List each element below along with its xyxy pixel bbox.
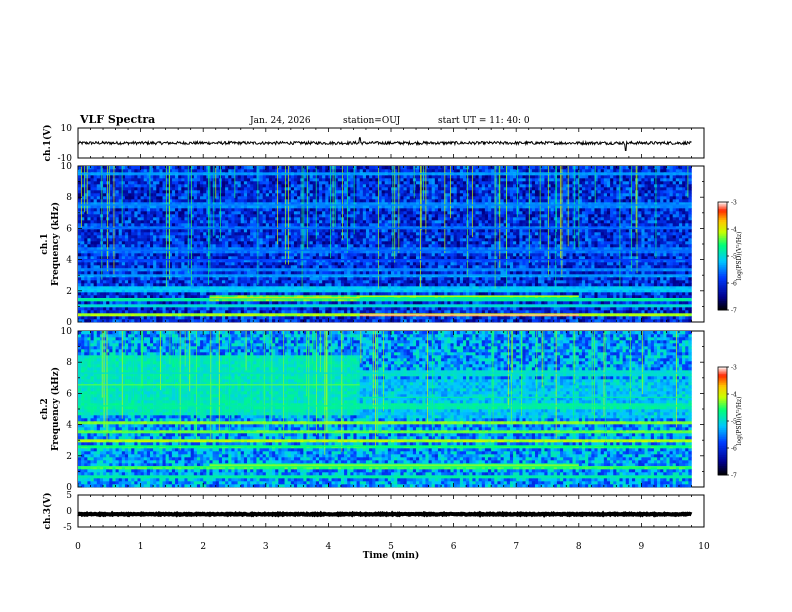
ch3-ylabel: ch.3(V) [42, 493, 53, 530]
ch3-ytick-top: 5 [66, 491, 72, 501]
station-label: station=OUJ [343, 116, 401, 126]
p3-img-ytick: 4 [66, 421, 72, 431]
ch1-colorbar: -3 -4 -5 -6 -7 log(PSD)(V²/Hz) [717, 200, 743, 315]
p2-img-ytick: 0 [66, 318, 72, 328]
p3-img-ytick: 10 [61, 327, 73, 337]
ch1-ytick-bottom: -10 [58, 154, 73, 164]
colorbar-label: log(PSD)(V²/Hz) [736, 232, 743, 281]
p3-img-ytick: 0 [66, 483, 72, 493]
p3-img-ytick: 2 [66, 452, 72, 462]
ch3-ytick-mid: 0 [66, 507, 72, 517]
ch1-waveform-trace [77, 137, 692, 151]
colorbar-tick-label: -3 [731, 365, 737, 372]
ch1-ylabel: ch.1(V) [42, 125, 53, 162]
colorbar-label: log(PSD)(V²/Hz) [736, 397, 743, 446]
p2-img-ytick: 6 [66, 224, 72, 234]
colorbar-tick-label: -5 [731, 254, 737, 261]
date-label: Jan. 24, 2026 [249, 116, 311, 126]
time-tick-label: 10 [698, 542, 710, 552]
colorbar-tick-label: -5 [731, 419, 737, 426]
ch1-spectrogram-ticks [77, 165, 705, 323]
colorbar-tick-label: -7 [731, 308, 737, 315]
p3-img-ytick: 8 [66, 358, 72, 368]
colorbar-tick-label: -6 [731, 281, 737, 288]
p2-img-ytick: 4 [66, 256, 72, 266]
time-tick-label: 0 [75, 542, 81, 552]
ch2-spectrogram-ticks [77, 330, 705, 488]
ch1-spectrogram-image [78, 166, 692, 323]
colorbar-tick-label: -4 [731, 392, 737, 399]
time-tick-label: 5 [388, 542, 394, 552]
ch1-spectrogram-ylabel-channel: ch.1 [40, 233, 50, 254]
p2-img-ytick: 2 [66, 287, 72, 297]
time-tick-label: 7 [513, 542, 519, 552]
ch1-waveform-panel: 10 -10 ch.1(V) [42, 124, 705, 164]
p4-trace-line [77, 510, 693, 518]
ch1-spectrogram-ylabel-frequency: Frequency (kHz) [50, 202, 61, 286]
colorbar-tick-label: -6 [731, 446, 737, 453]
start-time-label: start UT = 11: 40: 0 [438, 116, 530, 126]
time-tick-label: 6 [451, 542, 457, 552]
figure-title: VLF Spectra [79, 113, 155, 126]
colorbar-tick-label: -3 [731, 200, 737, 207]
time-tick-label: 2 [200, 542, 206, 552]
time-tick-label: 4 [326, 542, 332, 552]
ch3-waveform-panel: 5 0 -5 ch.3(V) 0 1 2 3 4 5 6 7 8 9 10 Time (min) [42, 491, 710, 561]
time-tick-label: 8 [576, 542, 582, 552]
ch2-spectrogram-panel: 10 8 6 4 2 0 ch.2 Frequency (kHz) [40, 327, 705, 493]
colorbar-tick-label: -7 [731, 473, 737, 480]
ch1-ytick-top: 10 [61, 124, 73, 134]
ch3-waveform-trace [77, 510, 693, 518]
colorbar-tick-label: -4 [731, 227, 737, 234]
p1-trace-line [77, 137, 692, 151]
ch1-axis-ticks [77, 128, 705, 158]
ch2-spectrogram-image [78, 331, 692, 488]
p2-img-ytick: 10 [61, 162, 73, 172]
time-axis-label: Time (min) [363, 550, 420, 561]
time-tick-label: 1 [138, 542, 144, 552]
ch3-axis-ticks [77, 495, 705, 527]
ch2-spectrogram-ylabel-channel: ch.2 [40, 398, 50, 419]
ch1-spectrogram-panel: 10 8 6 4 2 0 ch.1 Frequency (kHz) [40, 162, 705, 328]
p2-img-ytick: 8 [66, 193, 72, 203]
ch3-ytick-bottom: -5 [63, 523, 72, 533]
ch2-spectrogram-ylabel-frequency: Frequency (kHz) [50, 367, 61, 451]
time-tick-label: 3 [263, 542, 269, 552]
ch2-colorbar: -3 -4 -5 -6 -7 log(PSD)(V²/Hz) [717, 365, 743, 480]
p3-img-ytick: 6 [66, 389, 72, 399]
time-tick-label: 9 [639, 542, 645, 552]
